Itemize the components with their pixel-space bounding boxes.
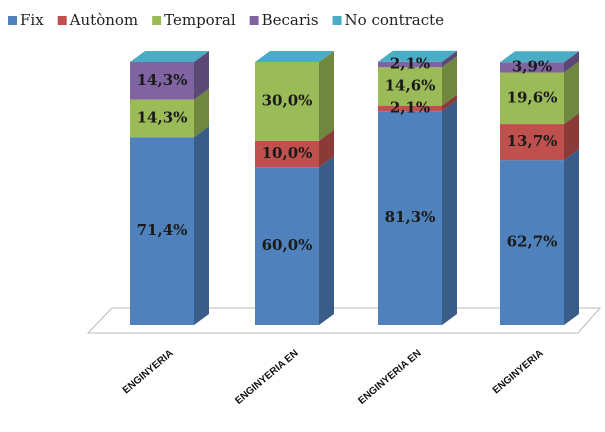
bar-segment [378,67,442,106]
bar-side [194,88,209,138]
value-label: 14,3% [137,108,188,126]
bar-top [130,51,209,62]
bar-segment [255,62,319,141]
legend-swatch [152,16,162,25]
bar-segment [130,137,194,325]
bar-side [564,61,579,125]
bar-segment [500,160,564,325]
value-label: 2,1% [390,98,430,116]
legend-label: Autònom [69,11,138,29]
bar-top [255,51,334,62]
value-label: 14,3% [137,71,188,89]
bar-side [194,126,209,325]
bar-side [442,94,457,112]
legend-swatch [332,16,342,25]
bar-side [564,51,579,73]
bar-segment [500,124,564,161]
bar-side [319,129,334,168]
bar-segment [378,111,442,325]
legend-label: Becaris [262,11,319,29]
bar-top [378,50,457,62]
bar-side [319,156,334,325]
value-label: 62,7% [507,233,558,251]
bar-segment [500,72,564,125]
x-tick-label: ENGINYERIA EN [233,348,300,407]
legend-label: No contracte [345,11,445,29]
bar-side [442,50,457,68]
bar-top [500,51,579,63]
bar-segment [378,105,442,112]
legend-label: Fix [20,11,44,29]
bar-segment [378,61,442,68]
value-label: 3,9% [512,57,552,75]
bar-segment [255,167,319,325]
legend-label: Temporal [164,11,236,29]
value-label: 71,4% [137,221,188,239]
bar-side [442,56,457,106]
legend-swatch [8,16,17,25]
x-tick-label: ENGINYERIA [491,348,546,396]
legend-swatch [249,16,259,25]
bar-segment [500,62,564,73]
value-label: 2,1% [390,54,430,72]
bar-segment [130,99,194,138]
bar-side [442,100,457,325]
bar-side [194,51,209,100]
value-label: 30,0% [262,91,313,109]
value-label: 10,0% [262,144,313,162]
bar-side [564,149,579,325]
bar-segment [130,62,194,100]
x-tick-label: ENGINYERIA [121,348,176,396]
bar-segment [255,140,319,168]
value-label: 13,7% [507,132,558,150]
value-label: 19,6% [507,88,558,106]
floor [86,307,602,334]
value-label: 14,6% [385,76,436,94]
x-tick-label: ENGINYERIA EN [356,348,423,407]
value-label: 81,3% [385,208,436,226]
bar-side [319,51,334,141]
legend-swatch [57,16,67,25]
bar-side [564,113,579,161]
value-label: 60,0% [262,236,313,254]
